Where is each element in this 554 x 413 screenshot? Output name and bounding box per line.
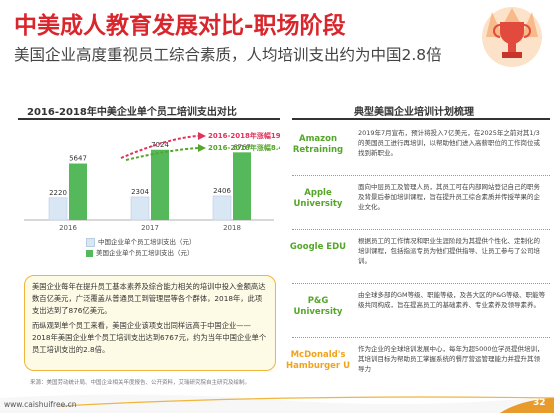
- x-tick-label: 2016: [59, 224, 77, 232]
- row-divider: [292, 337, 550, 338]
- legend-item-cn: 中国企业单个员工培训支出（元）: [86, 236, 196, 247]
- company-name: Apple University: [293, 188, 343, 209]
- bar-us-2018: [233, 152, 251, 220]
- right-section-title: 典型美国企业培训计划梳理: [354, 107, 474, 118]
- bar-us-2017: [151, 149, 169, 220]
- left-section-title: 2016-2018年中美企业单个员工培训支出对比: [27, 107, 237, 118]
- legend-label-us: 美国企业单个员工培训支出（元）: [96, 249, 194, 257]
- legend-label-cn: 中国企业单个员工培训支出（元）: [98, 238, 196, 246]
- company-description: 面向中层员工及管理人员，其员工可在内部网站登记自己的职务及背景后参加培训课程，旨…: [358, 183, 540, 211]
- bar-us-2016: [69, 163, 87, 220]
- company-description: 作为企业的全球培训发展中心，每年为超5000位学员提供培训，其培训目标为帮助员工…: [358, 345, 544, 373]
- row-divider: [292, 283, 550, 284]
- company-name: P&G University: [293, 296, 343, 317]
- cn-growth-arrow: [125, 147, 199, 161]
- footer-wave-bar: [0, 394, 554, 413]
- x-tick-label: 2017: [141, 224, 159, 232]
- data-label: 6767: [233, 143, 251, 151]
- data-label: 2304: [131, 188, 149, 196]
- row-divider: [292, 175, 550, 176]
- company-description: 2019年7月宣布，预计将投入7亿美元，在2025年之前对其1/3的美国员工进行…: [358, 129, 540, 157]
- data-label: 2220: [49, 189, 67, 197]
- us-growth-arrow: [120, 135, 199, 159]
- page-subtitle: 美国企业高度重视员工综合素质，人均培训支出约为中国2.8倍: [14, 46, 442, 64]
- callout-paragraph-2: 而纵观到单个员工来看，美国企业该项支出同样远高于中国企业——2018年美国企业单…: [32, 321, 267, 354]
- row-divider: [292, 229, 550, 230]
- page-number: 32: [533, 398, 546, 408]
- company-name: McDonald's Hamburger U: [286, 350, 350, 371]
- site-url[interactable]: www.caishuifree.cn: [4, 400, 77, 409]
- callout-box: 美国企业每年在提升员工基本素养及综合能力相关的培训中投入金额高达数百亿美元，广泛…: [24, 275, 276, 371]
- bar-cn-2016: [48, 197, 68, 221]
- data-label: 5647: [69, 155, 87, 163]
- page-title: 中美成人教育发展对比-职场阶段: [14, 13, 346, 39]
- growth-label-us: 2016-2018年涨幅19.8%: [208, 131, 280, 140]
- trophy-logo-icon: [482, 7, 542, 67]
- company-name: Amazon Retraining: [292, 134, 344, 155]
- footer-note: 来源：美国劳动统计局、中国企业相关年度报告、公开资料，艾瑞研究院自主研究及绘制。: [30, 380, 251, 386]
- growth-label-cn: 2016-2018年涨幅8.4%: [208, 143, 280, 152]
- bar-cn-2018: [212, 195, 232, 221]
- company-name: Google EDU: [289, 242, 347, 252]
- left-section-rule: [18, 118, 280, 120]
- x-tick-label: 2018: [223, 224, 241, 232]
- company-description: 由全球多部的GM等级、职能等级，及各大区的P&G等级、职能等级共同构成，旨在提高…: [358, 291, 546, 309]
- legend-swatch-cn: [86, 237, 95, 247]
- callout-paragraph-1: 美国企业每年在提升员工基本素养及综合能力相关的培训中投入金额高达数百亿美元，广泛…: [32, 282, 266, 315]
- company-description: 根据员工的工作情况和职业生涯阶段为其提供个性化、定制化的培训课程，包括指派专员为…: [358, 237, 540, 265]
- legend-swatch-us: [86, 249, 93, 257]
- bar-cn-2017: [130, 196, 150, 221]
- legend-item-us: 美国企业单个员工培训支出（元）: [86, 247, 194, 257]
- data-label: 2406: [213, 187, 231, 195]
- data-label: 7024: [151, 141, 169, 149]
- bar-chart: 2220 5647 2016 2304 7024 2017 2406 6767 2018 201…: [24, 131, 280, 232]
- right-section-rule: [292, 118, 550, 120]
